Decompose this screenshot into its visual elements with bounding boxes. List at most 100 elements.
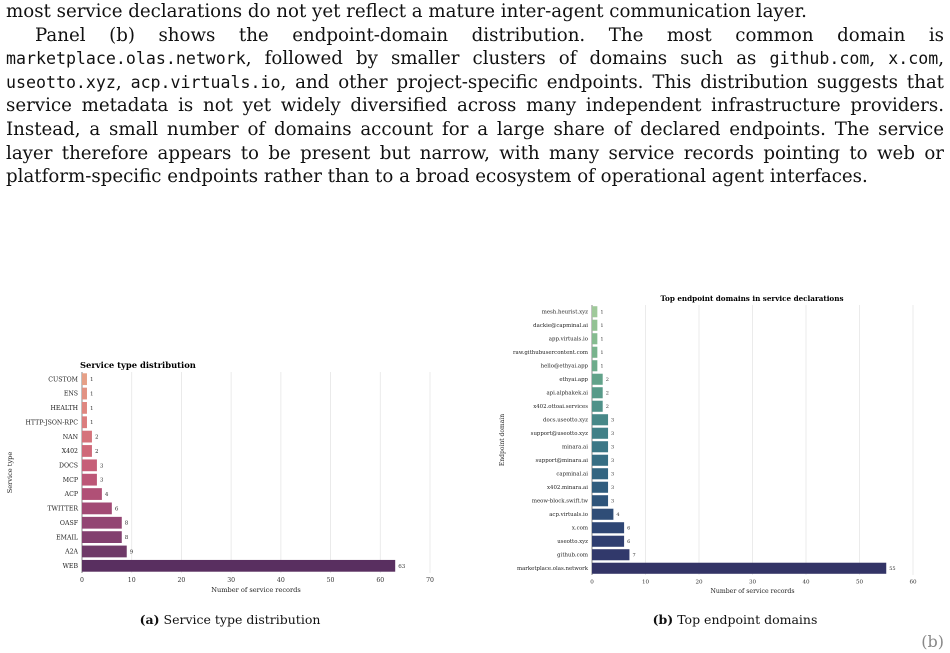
data-label: 3 (611, 445, 614, 451)
y-tick-label: OASF (60, 520, 79, 527)
caption-b: (b) Top endpoint domains (652, 612, 818, 627)
bar (592, 549, 630, 561)
bar (592, 346, 598, 358)
chart-title: Top endpoint domains in service declarat… (661, 294, 844, 303)
data-label: 6 (115, 506, 119, 512)
domain-code: acp.virtuals.io (130, 72, 281, 92)
data-label: 3 (611, 472, 614, 478)
y-tick-label: support@minara.ai (536, 457, 589, 464)
trailing-ref: (b) (921, 632, 944, 651)
data-label: 1 (90, 377, 94, 383)
data-label: 2 (606, 377, 609, 383)
data-label: 1 (90, 391, 94, 397)
x-tick-label: 0 (80, 577, 84, 584)
chart-title: Service type distribution (80, 360, 196, 370)
bar (592, 468, 609, 480)
x-axis-label: Number of service records (710, 588, 794, 595)
bar (82, 531, 122, 543)
data-label: 9 (130, 549, 134, 555)
y-tick-label: X402 (62, 448, 78, 455)
x-tick-label: 50 (856, 580, 864, 586)
y-tick-label: DOCS (59, 462, 78, 469)
data-label: 2 (95, 435, 99, 441)
bar (592, 360, 598, 372)
y-tick-label: api.alphakek.ai (546, 391, 588, 397)
y-tick-label: dackie@capminal.ai (533, 322, 588, 329)
service-type-chart: Service type distribution 0 10 20 30 40 50 60 70… (6, 360, 434, 594)
paragraph-continuation: most service declarations do not yet ref… (6, 1, 807, 22)
x-tick-label: 20 (695, 580, 703, 586)
x-tick-label: 0 (590, 580, 594, 586)
x-tick-label: 40 (277, 577, 285, 584)
paragraph-panel-b: Panel (b) shows the endpoint-domain dist… (6, 24, 944, 188)
bar (82, 559, 396, 572)
data-label: 8 (125, 535, 129, 541)
data-label: 2 (95, 449, 99, 455)
bar (592, 562, 887, 574)
y-tick-label: app.virtuals.io (549, 337, 588, 343)
y-tick-label: ACP (64, 491, 78, 498)
bar (592, 508, 614, 520)
x-tick-label: 60 (909, 580, 917, 586)
y-tick-label: A2A (64, 549, 78, 556)
y-axis-label: Endpoint domain (499, 414, 506, 466)
body-text: most service declarations do not yet ref… (6, 0, 944, 189)
y-tick-label: CUSTOM (48, 376, 78, 383)
data-label: 3 (611, 485, 614, 491)
bar (592, 522, 625, 534)
x-tick-label: 10 (642, 580, 650, 586)
domain-code: github.com (769, 49, 870, 69)
data-label: 1 (90, 406, 94, 412)
y-tick-label: meow-block.swift.tw (532, 499, 589, 505)
bar (82, 430, 92, 443)
bar (592, 319, 598, 331)
x-tick-label: 30 (749, 580, 757, 586)
data-label: 1 (600, 350, 603, 356)
data-label: 3 (611, 431, 614, 437)
caption-a: (a) Service type distribution (139, 612, 321, 627)
y-tick-label: docs.useotto.xyz (543, 418, 588, 424)
data-label: 3 (100, 478, 104, 484)
y-tick-label: hello@ethyai.app (541, 363, 589, 370)
y-tick-label: TWITTER (48, 506, 79, 513)
y-tick-label: useotto.xyz (557, 539, 588, 545)
y-tick-label: HTTP-JSON-RPC (25, 419, 78, 426)
endpoint-domain-chart: Top endpoint domains in service declarat… (499, 294, 917, 595)
data-label: 8 (125, 521, 129, 527)
x-tick-label: 30 (227, 577, 235, 584)
y-tick-label: support@useotto.xyz (531, 430, 588, 437)
x-tick-label: 10 (128, 577, 136, 584)
data-label: 7 (632, 553, 635, 559)
domain-code: x.com (888, 49, 939, 69)
x-tick-label: 40 (802, 580, 810, 586)
bar (592, 333, 598, 345)
bar (592, 454, 609, 466)
data-label: 3 (611, 458, 614, 464)
bar (82, 459, 97, 472)
domain-code: marketplace.olas.network (6, 49, 246, 69)
y-tick-label: MCP (63, 477, 78, 484)
y-tick-label: github.com (557, 553, 588, 559)
data-label: 1 (600, 323, 603, 329)
bar (592, 387, 603, 399)
data-label: 63 (398, 564, 406, 570)
y-tick-label: raw.githubusercontent.com (513, 350, 588, 356)
bar (82, 502, 112, 515)
data-label: 2 (606, 391, 609, 397)
data-label: 6 (627, 539, 630, 545)
bar (82, 545, 127, 558)
y-tick-label: x402.minara.ai (547, 485, 588, 491)
y-tick-label: ENS (64, 391, 78, 398)
data-label: 6 (627, 526, 630, 532)
x-tick-label: 50 (327, 577, 335, 584)
bar (592, 441, 609, 453)
bar (82, 445, 92, 457)
data-label: 4 (616, 512, 619, 518)
y-tick-label: WEB (63, 563, 79, 570)
data-label: 55 (889, 566, 895, 572)
data-label: 3 (611, 499, 614, 505)
y-tick-label: minara.ai (562, 445, 588, 451)
data-label: 1 (90, 420, 94, 426)
y-tick-label: acp.virtuals.io (549, 512, 588, 518)
bar (592, 427, 609, 439)
